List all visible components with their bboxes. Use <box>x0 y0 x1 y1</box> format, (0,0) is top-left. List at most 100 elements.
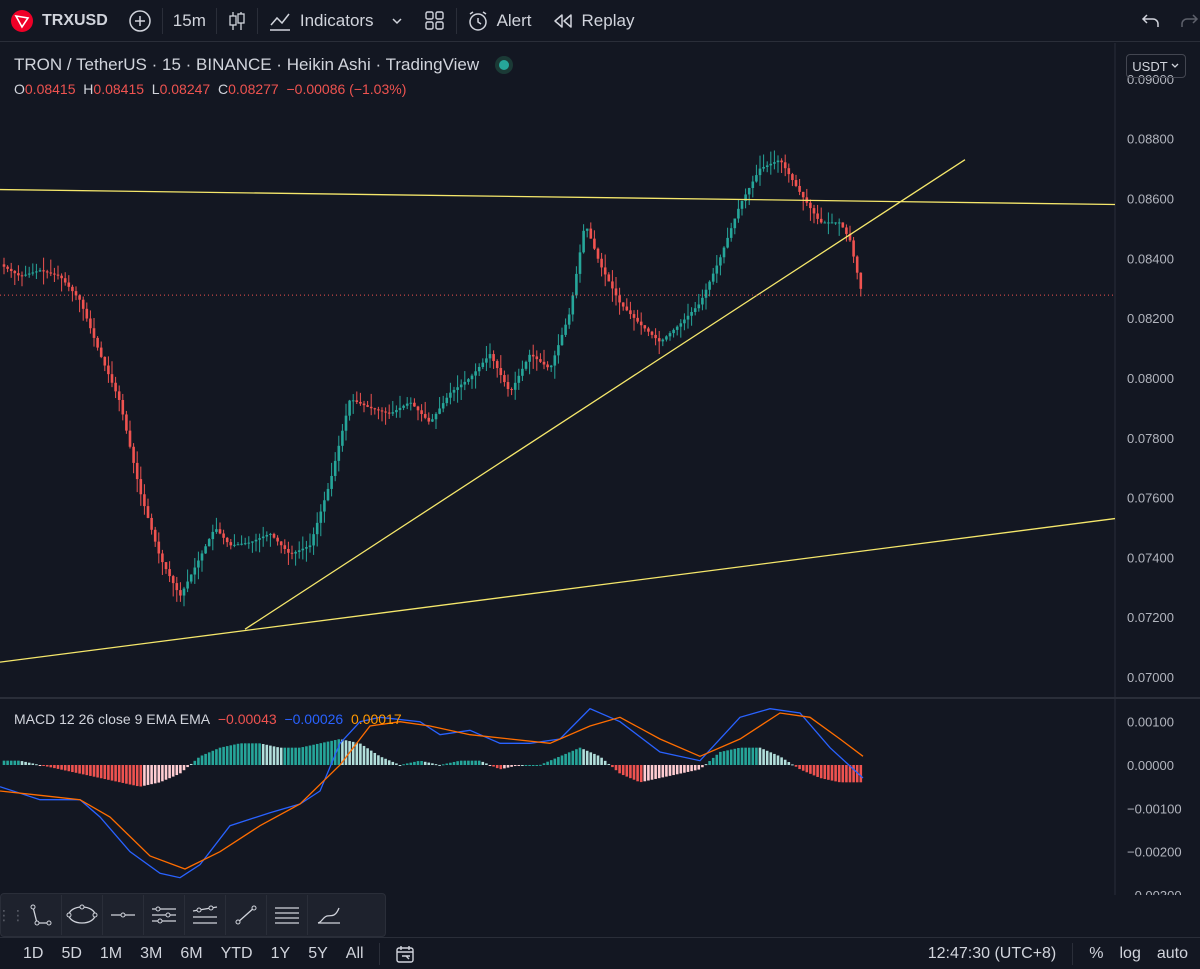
candle-body <box>146 506 150 518</box>
percent-scale-toggle[interactable]: % <box>1089 945 1104 962</box>
candle-body <box>567 314 571 325</box>
parallel-channel-tool[interactable] <box>144 895 185 935</box>
range-1m[interactable]: 1M <box>99 944 123 962</box>
candle-body <box>596 248 600 259</box>
range-1y[interactable]: 1Y <box>270 944 291 962</box>
macd-histogram-bar <box>420 761 423 765</box>
layout-button[interactable] <box>414 0 456 42</box>
candle-body <box>197 560 200 568</box>
candle-body <box>330 475 333 489</box>
brush-tool[interactable] <box>308 895 349 935</box>
alert-button[interactable]: Alert <box>457 0 542 42</box>
symbol-selector[interactable]: TRXUSD <box>0 0 118 42</box>
macd-histogram-bar <box>35 764 38 766</box>
macd-histogram-bar <box>405 763 409 765</box>
trend-line-tool[interactable] <box>226 895 267 935</box>
currency-button[interactable]: USDT <box>1126 54 1186 78</box>
macd-histogram-bar <box>625 765 629 777</box>
macd-histogram-bar <box>143 765 146 786</box>
candle-body <box>639 321 643 326</box>
range-1d[interactable]: 1D <box>23 944 44 962</box>
macd-histogram-bar <box>384 758 387 765</box>
ohlc-values: O0.08415 H0.08415 L0.08247 C0.08277 −0.0… <box>14 81 406 97</box>
range-6m[interactable]: 6M <box>180 944 203 962</box>
triangle-pattern-tool[interactable] <box>21 895 62 935</box>
macd-histogram-bar <box>279 747 283 765</box>
candle-body <box>405 403 409 406</box>
macd-histogram-bar <box>560 755 564 765</box>
horizontal-ray-tool[interactable] <box>103 895 144 935</box>
redo-button[interactable] <box>1168 0 1200 42</box>
price-chart[interactable]: 0.09000 0.08800 0.08600 0.08400 0.08200 0.080… <box>0 43 1200 895</box>
candle-body <box>402 405 405 408</box>
candle-body <box>794 180 798 186</box>
candle-body <box>776 160 780 163</box>
candle-body <box>380 410 384 412</box>
replay-button[interactable]: Replay <box>542 0 645 42</box>
range-5y[interactable]: 5Y <box>308 944 328 962</box>
candles-series <box>2 150 863 607</box>
macd-histogram-bar <box>225 746 229 765</box>
candle-body <box>744 194 747 201</box>
compare-button[interactable] <box>118 0 162 42</box>
timezone-clock[interactable]: 12:47:30 (UTC+8) <box>927 945 1057 962</box>
macd-histogram-bar <box>391 761 395 765</box>
macd-histogram-bar <box>153 765 157 784</box>
chart-type-button[interactable] <box>217 0 257 42</box>
price-axis[interactable]: 0.09000 0.08800 0.08600 0.08400 0.08200 0.080… <box>1127 72 1174 685</box>
drag-handle-icon[interactable]: ⋮⋮ <box>0 906 25 923</box>
macd-histogram-bar <box>20 761 24 765</box>
range-ytd[interactable]: YTD <box>220 944 253 962</box>
candle-body <box>89 318 92 329</box>
macd-histogram-bar <box>351 741 355 765</box>
macd-histogram-bar <box>6 760 9 765</box>
candle-body <box>431 419 434 422</box>
macd-histogram-bar <box>589 752 593 765</box>
price-tick-label: 0.07200 <box>1127 610 1174 625</box>
interval-button[interactable]: 15m <box>163 0 216 42</box>
range-all[interactable]: All <box>345 944 364 962</box>
macd-hist-value: −0.00043 <box>217 711 277 727</box>
macd-histogram-bar <box>557 757 560 765</box>
ellipse-tool[interactable] <box>62 895 103 935</box>
macd-histogram-bar <box>798 765 801 770</box>
macd-axis[interactable]: 0.00100 0.00000 −0.00100 −0.00200 −0.00300 <box>1127 715 1182 895</box>
macd-tick-label: −0.00300 <box>1127 888 1182 895</box>
auto-scale-toggle[interactable]: auto <box>1156 945 1188 962</box>
candle-body <box>229 542 233 546</box>
range-3m[interactable]: 3M <box>140 944 163 962</box>
candle-body <box>81 299 85 309</box>
undo-button[interactable] <box>1130 0 1172 42</box>
log-scale-toggle[interactable]: log <box>1119 945 1141 962</box>
macd-histogram-bar <box>103 765 107 780</box>
indicators-icon <box>269 13 290 31</box>
macd-histogram-bar <box>179 765 182 774</box>
candle-body <box>625 306 629 311</box>
divider <box>256 7 258 34</box>
indicators-button[interactable]: Indicators <box>258 0 414 42</box>
price-tick-label: 0.08800 <box>1127 132 1174 147</box>
macd-histogram-bar <box>330 740 333 765</box>
candle-body <box>816 213 819 219</box>
date-range-button[interactable] <box>380 944 416 964</box>
macd-histogram-bar <box>492 765 495 767</box>
range-5d[interactable]: 5D <box>61 944 82 962</box>
fib-channel-tool[interactable] <box>185 895 226 935</box>
macd-histogram-bar <box>211 750 215 765</box>
candle-body <box>787 168 791 175</box>
high-label: H <box>83 81 94 97</box>
macd-histogram-bar <box>96 765 99 778</box>
macd-histogram-bar <box>632 765 636 780</box>
macd-histogram-bar <box>744 747 747 765</box>
macd-tick-label: −0.00200 <box>1127 845 1182 860</box>
fib-retracement-tool[interactable] <box>267 895 308 935</box>
candle-body <box>139 479 143 495</box>
calendar-icon <box>395 945 414 963</box>
candle-body <box>355 400 359 402</box>
candle-body <box>377 409 380 411</box>
trendlines[interactable] <box>0 159 1116 663</box>
macd-histogram-bar <box>459 760 463 765</box>
macd-histogram-bar <box>708 761 711 765</box>
candle-body <box>308 545 312 548</box>
macd-histogram-bar <box>654 765 657 779</box>
